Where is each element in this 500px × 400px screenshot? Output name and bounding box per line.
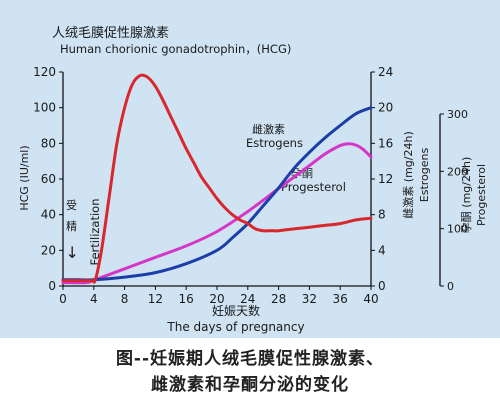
progesterol-label-en: Progesterol [281,180,346,194]
estrogens-tick-label: 8 [378,208,386,222]
progesterol-axis-label-en: Progesterol [475,164,488,226]
hcg-tick-label: 60 [41,172,56,186]
x-tick-label: 32 [302,292,317,306]
x-tick-label: 40 [363,292,378,306]
x-axis-label-cn: 妊娠天数 [212,303,260,318]
fertilization-label-cn-2: 精 [66,220,77,233]
chart: 人绒毛膜促性腺激素 Human chorionic gonadotrophin，… [18,26,488,334]
caption-line-1: 图--妊娠期人绒毛膜促性腺激素、 [115,349,385,369]
estrogens-axis-label-en: Estrogens [418,148,431,203]
progesterol-tick-label: 300 [447,108,468,121]
x-tick-label: 36 [333,292,348,306]
progesterol-tick-label: 100 [447,223,468,236]
hcg-tick-label: 40 [41,208,56,222]
chart-title-en: Human chorionic gonadotrophin，(HCG) [60,42,291,56]
estrogens-axis-label-cn: 雌激素 (mg/24h) [401,131,415,218]
x-tick-label: 4 [90,292,98,306]
hcg-tick-label: 120 [33,65,56,79]
hcg-tick-label: 100 [33,101,56,115]
figure-caption: 图--妊娠期人绒毛膜促性腺激素、 雌激素和孕酮分泌的变化 [0,338,500,400]
x-tick-label: 20 [209,292,224,306]
hcg-curve [61,73,373,284]
x-tick-label: 28 [271,292,286,306]
estrogens-tick-label: 16 [378,136,393,150]
fertilization-arrow: ↓ [66,243,79,262]
x-tick-label: 16 [179,292,194,306]
hcg-tick-label: 80 [41,136,56,150]
hcg-tick-label: 20 [41,243,56,257]
hcg-axis-label: HCG (IU/ml) [18,145,31,210]
progesterol-tick-label: 0 [447,280,454,293]
estrogens-tick-label: 20 [378,101,393,115]
x-tick-label: 12 [148,292,163,306]
progesterol-curve [61,142,373,285]
progesterol-tick-label: 200 [447,165,468,178]
fertilization-label-cn-1: 受 [66,199,77,212]
x-tick-label: 8 [121,292,129,306]
estrogens-tick-label: 0 [378,279,386,293]
estrogens-label-cn: 雌激素 [252,122,285,136]
progesterol-axis-label-cn: 孕酮 (mg/24h) [460,157,473,233]
x-tick-label: 0 [59,292,67,306]
chart-title-cn: 人绒毛膜促性腺激素 [52,26,169,41]
estrogens-tick-label: 24 [378,65,393,79]
fertilization-label-en: Fertilization [88,199,102,266]
estrogens-tick-label: 12 [378,172,393,186]
hcg-tick-label: 0 [48,279,56,293]
x-axis-label-en: The days of pregnancy [166,320,304,334]
series-layer [61,73,373,285]
estrogens-tick-label: 4 [378,243,386,257]
estrogens-label-en: Estrogens [246,136,303,150]
x-tick-label: 24 [240,292,255,306]
caption-line-2: 雌激素和孕酮分泌的变化 [151,375,349,395]
